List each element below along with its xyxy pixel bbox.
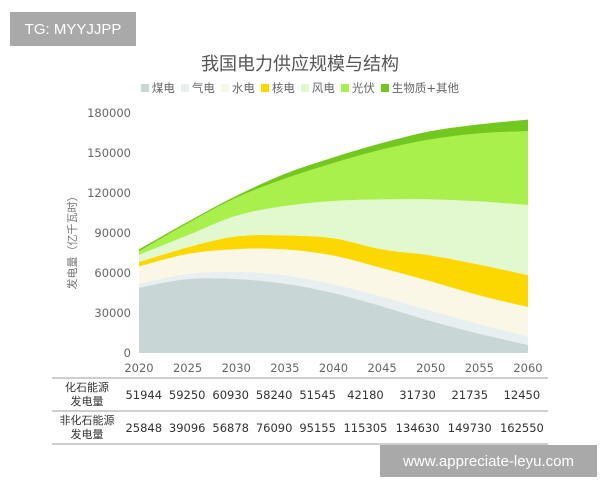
legend-item: 煤电	[140, 80, 175, 96]
y-tick-label: 120000	[87, 186, 131, 200]
y-tick-label: 90000	[94, 226, 131, 240]
area-series	[139, 248, 528, 337]
x-tick-label: 2050	[416, 361, 445, 375]
legend-label: 风电	[311, 81, 335, 95]
table-cell: 25848	[122, 411, 166, 445]
area-series	[139, 199, 528, 276]
x-tick-label: 2025	[173, 361, 202, 375]
watermark-top-left: TG: MYYJJPP	[10, 12, 136, 46]
legend-item: 生物质+其他	[380, 80, 460, 96]
legend-swatch	[220, 84, 229, 92]
y-tick-label: 150000	[87, 146, 131, 160]
legend-item: 风电	[300, 80, 335, 96]
table-cell: 51944	[122, 377, 166, 412]
x-tick-label: 2045	[367, 361, 396, 375]
table-cell: 51545	[295, 377, 340, 412]
y-axis-label: 发电量（亿千瓦时）	[66, 190, 79, 290]
legend-swatch	[340, 84, 349, 92]
legend-label: 生物质+其他	[391, 81, 460, 95]
area-series	[139, 278, 528, 353]
x-tick-label: 2055	[465, 361, 494, 375]
table-cell: 59250	[165, 377, 209, 412]
row-label-line: 发电量	[70, 427, 104, 441]
y-tick-label: 0	[124, 346, 131, 360]
legend-swatch	[140, 84, 149, 92]
table-cell: 31730	[391, 377, 444, 412]
row-label: 非化石能源 发电量	[52, 411, 122, 445]
legend-label: 水电	[231, 81, 255, 95]
table-cell: 134630	[391, 411, 444, 445]
legend-item: 水电	[220, 80, 255, 96]
row-label-line: 非化石能源	[59, 413, 115, 427]
legend: 煤电 气电 水电 核电 风电 光伏 生物质+其他	[0, 80, 600, 96]
y-tick-label: 30000	[94, 306, 131, 320]
table-cell: 58240	[252, 377, 296, 412]
legend-label: 气电	[191, 81, 215, 95]
table-cell: 115305	[339, 411, 392, 445]
legend-swatch	[300, 84, 309, 92]
area-series	[139, 131, 528, 255]
table-cell: 76090	[252, 411, 296, 445]
chart-title: 我国电力供应规模与结构	[201, 54, 399, 75]
legend-item: 核电	[260, 80, 295, 96]
table-cell: 42180	[339, 377, 392, 412]
y-tick-label: 180000	[87, 106, 131, 120]
table-cell: 162550	[495, 411, 548, 445]
x-tick-label: 2030	[222, 361, 251, 375]
table-cell: 95155	[295, 411, 340, 445]
data-table: 化石能源 发电量 51944 59250 60930 58240 51545 42180 317…	[52, 377, 548, 445]
table-cell: 21735	[443, 377, 496, 412]
legend-label: 煤电	[151, 81, 175, 95]
legend-swatch	[180, 84, 189, 92]
legend-swatch	[380, 84, 389, 92]
legend-label: 光伏	[351, 81, 375, 95]
x-tick-label: 2020	[124, 361, 153, 375]
row-label: 化石能源 发电量	[52, 377, 122, 412]
table-cell: 12450	[495, 377, 548, 412]
area-series	[139, 235, 528, 308]
area-series	[139, 271, 528, 345]
row-label-line: 发电量	[70, 394, 104, 408]
table-cell: 149730	[443, 411, 496, 445]
legend-swatch	[260, 84, 269, 92]
table-cell: 60930	[208, 377, 253, 412]
table-row: 化石能源 发电量 51944 59250 60930 58240 51545 42180 317…	[52, 377, 548, 412]
stacked-area-chart: 0 30000 60000 90000 120000 150000 180000 2020 20…	[87, 106, 543, 375]
table-row: 非化石能源 发电量 25848 39096 56878 76090 95155 115305 1…	[52, 411, 548, 445]
watermark-bottom-right: www.appreciate-leyu.com	[380, 445, 597, 477]
row-label-line: 化石能源	[65, 380, 109, 394]
legend-label: 核电	[271, 81, 295, 95]
table-cell: 39096	[165, 411, 209, 445]
legend-item: 气电	[180, 80, 215, 96]
x-tick-label: 2040	[319, 361, 348, 375]
x-tick-label: 2035	[270, 361, 299, 375]
table-cell: 56878	[208, 411, 253, 445]
legend-item: 光伏	[340, 80, 375, 96]
x-tick-label: 2060	[513, 361, 542, 375]
y-tick-label: 60000	[94, 266, 131, 280]
